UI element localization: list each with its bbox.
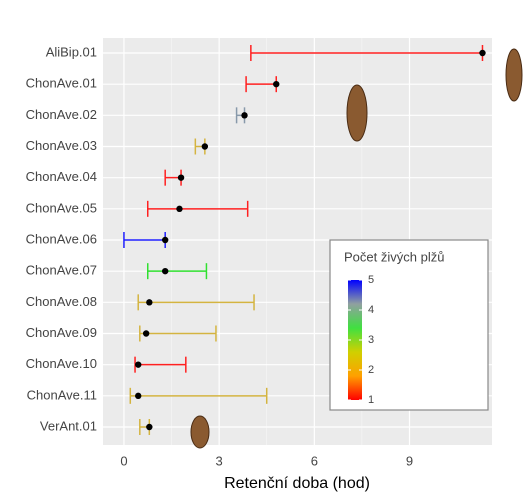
x-tick-label: 9: [406, 453, 413, 468]
x-tick-label: 6: [311, 453, 318, 468]
y-tick-label: ChonAve.09: [26, 325, 97, 340]
legend-label: 4: [368, 304, 374, 316]
point: [177, 174, 185, 181]
y-tick-label: ChonAve.01: [26, 76, 97, 91]
errorbar: [146, 263, 208, 280]
y-tick-label: ChonAve.10: [26, 356, 97, 371]
x-tick-label: 3: [216, 453, 223, 468]
point: [479, 49, 486, 57]
legend-label: 2: [368, 364, 374, 376]
point: [176, 205, 183, 213]
legend-label: 1: [368, 394, 374, 406]
y-tick-label: ChonAve.08: [26, 294, 97, 309]
legend-label: 5: [368, 274, 374, 286]
x-axis-title: Retenční doba (hod): [224, 475, 370, 492]
point: [241, 112, 248, 119]
y-tick-label: ChonAve.04: [26, 169, 97, 184]
errorbar: [129, 387, 268, 404]
point: [161, 236, 169, 244]
point: [161, 267, 169, 275]
y-tick-label: ChonAve.03: [26, 138, 97, 153]
y-tick-label: ChonAve.11: [27, 387, 97, 402]
point: [142, 330, 150, 337]
legend-title: Počet živých plžů: [344, 249, 444, 264]
point: [273, 80, 280, 88]
point: [135, 361, 142, 368]
x-tick-label: 0: [120, 453, 127, 468]
y-tick-label: ChonAve.06: [26, 231, 97, 246]
point: [146, 299, 153, 306]
y-tick-label: VerAnt.01: [40, 418, 97, 433]
y-tick-label: ChonAve.02: [26, 107, 97, 122]
errorbar: [139, 325, 217, 342]
snail-image: [346, 84, 368, 142]
snail-image: [190, 415, 210, 449]
errorbar: [137, 294, 255, 311]
y-tick-label: ChonAve.05: [26, 200, 97, 215]
colorbar: [348, 280, 362, 400]
legend-label: 3: [368, 334, 374, 346]
snail-image: [505, 48, 523, 102]
point: [146, 423, 153, 431]
y-tick-label: AliBip.01: [46, 44, 97, 59]
errorbar: [146, 200, 249, 217]
point: [201, 143, 209, 150]
y-tick-label: ChonAve.07: [26, 263, 97, 278]
point: [135, 392, 142, 400]
